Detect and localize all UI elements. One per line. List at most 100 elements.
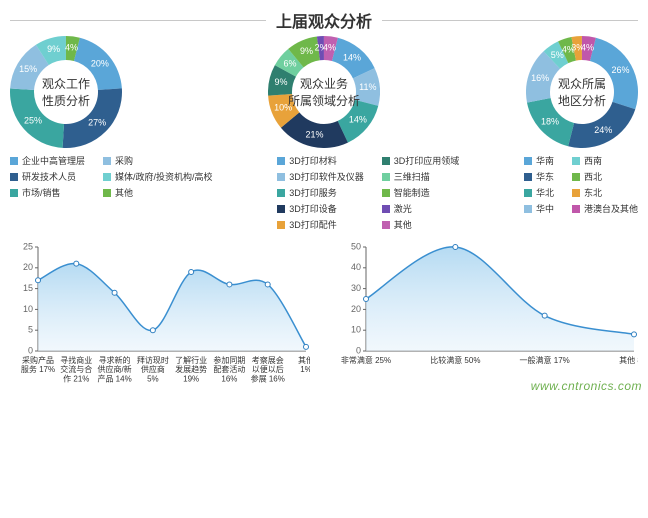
legend-swatch <box>382 189 390 197</box>
legend-item: 智能制造 <box>382 186 460 199</box>
donut-chart-business-field: 14%11%14%21%10%9%6%9%2%4%观众业务 所属领域分析 <box>268 36 380 148</box>
legend-label: 3D打印配件 <box>289 218 337 231</box>
donut-slice-label: 11% <box>359 82 376 92</box>
legend-label: 采购 <box>115 154 133 167</box>
donut-slice-label: 25% <box>24 116 42 126</box>
legend-swatch <box>277 205 285 213</box>
legend-item: 华北 <box>524 186 554 199</box>
donut-slice-label: 15% <box>19 64 37 74</box>
legend-item: 市场/销售 <box>10 186 85 199</box>
legend-label: 港澳台及其他 <box>584 202 638 215</box>
donut-slice-label: 4% <box>323 43 336 53</box>
area-marker <box>542 313 547 318</box>
legend-item: 东北 <box>572 186 638 199</box>
legend-label: 3D打印设备 <box>289 202 337 215</box>
y-tick-label: 15 <box>23 283 33 293</box>
legend-swatch <box>103 189 111 197</box>
legend-swatch <box>524 157 532 165</box>
legend-swatch <box>277 221 285 229</box>
legend-swatch <box>10 173 18 181</box>
legend-swatch <box>103 157 111 165</box>
donut-slice-label: 18% <box>541 117 559 127</box>
legend-swatch <box>382 205 390 213</box>
y-tick-label: 0 <box>356 345 361 355</box>
x-category-label: 参加同期配套活动16% <box>213 355 245 383</box>
x-category-label: 其他 8% <box>619 355 638 365</box>
watermark: www.cntronics.com <box>531 379 642 393</box>
legend-swatch <box>524 173 532 181</box>
y-tick-label: 50 <box>351 241 361 251</box>
donut-slice-label: 6% <box>284 58 297 68</box>
donut-slice-label: 10% <box>274 103 292 113</box>
area-marker <box>150 328 155 333</box>
legend-region: 华南华东华北华中 西南西北东北港澳台及其他 <box>524 154 638 231</box>
legend-item: 三维扫描 <box>382 170 460 183</box>
donut-slice-label: 16% <box>531 73 549 83</box>
area-marker <box>453 245 458 250</box>
legend-item: 媒体/政府/投资机构/高校 <box>103 170 213 183</box>
legend-label: 激光 <box>394 202 412 215</box>
page-title: 上届观众分析 <box>10 8 638 32</box>
legend-item: 企业中高管理层 <box>10 154 85 167</box>
area-marker <box>189 269 194 274</box>
legend-label: 企业中高管理层 <box>22 154 85 167</box>
legend-item: 华南 <box>524 154 554 167</box>
title-rule-left <box>10 20 266 21</box>
legend-item: 采购 <box>103 154 213 167</box>
legend-swatch <box>524 189 532 197</box>
donut-slice-label: 20% <box>91 58 109 68</box>
legend-label: 研发技术人员 <box>22 170 76 183</box>
area-marker <box>74 261 79 266</box>
y-tick-label: 20 <box>23 262 33 272</box>
legend-item: 3D打印应用领域 <box>382 154 460 167</box>
legend-label: 华中 <box>536 202 554 215</box>
y-tick-label: 0 <box>28 345 33 355</box>
donut-slice-label: 24% <box>594 125 612 135</box>
legend-item: 3D打印服务 <box>277 186 364 199</box>
x-category-label: 非常满意 25% <box>341 355 391 365</box>
legend-label: 三维扫描 <box>394 170 430 183</box>
page-title-text: 上届观众分析 <box>276 8 372 32</box>
donut-slice-label: 27% <box>88 117 106 127</box>
legend-label: 西南 <box>584 154 602 167</box>
legend-swatch <box>572 205 580 213</box>
y-tick-label: 5 <box>28 325 33 335</box>
donut-slice-label: 9% <box>300 46 313 56</box>
legend-item: 其他 <box>103 186 213 199</box>
legend-swatch <box>572 189 580 197</box>
x-category-label: 寻求新的供应商/新产品 14% <box>97 355 131 383</box>
x-category-label: 采购产品服务 17% <box>21 355 55 374</box>
legend-label: 东北 <box>584 186 602 199</box>
legend-swatch <box>10 189 18 197</box>
area-marker <box>265 282 270 287</box>
legend-label: 媒体/政府/投资机构/高校 <box>115 170 213 183</box>
legend-item: 3D打印配件 <box>277 218 364 231</box>
area-chart-visit-purpose: 0510152025采购产品服务 17%寻找商业交流与合作 21%寻求新的供应商… <box>10 241 310 391</box>
legend-label: 华东 <box>536 170 554 183</box>
legend-swatch <box>277 189 285 197</box>
legend-item: 西北 <box>572 170 638 183</box>
legend-label: 市场/销售 <box>22 186 61 199</box>
legend-item: 研发技术人员 <box>10 170 85 183</box>
legend-item: 华东 <box>524 170 554 183</box>
donut-slice-label: 4% <box>581 43 594 53</box>
legend-label: 其他 <box>115 186 133 199</box>
legend-label: 3D打印应用领域 <box>394 154 460 167</box>
y-tick-label: 20 <box>351 304 361 314</box>
area-marker <box>304 344 309 349</box>
legend-label: 3D打印软件及仪器 <box>289 170 364 183</box>
legend-label: 华北 <box>536 186 554 199</box>
legend-item: 华中 <box>524 202 554 215</box>
x-category-label: 一般满意 17% <box>520 355 570 365</box>
area-chart-satisfaction: 01020304050非常满意 25%比较满意 50%一般满意 17%其他 8% <box>338 241 638 391</box>
x-category-label: 其他1% <box>298 355 310 374</box>
donut-slice-label: 14% <box>349 114 367 124</box>
legend-swatch <box>382 157 390 165</box>
legend-item: 激光 <box>382 202 460 215</box>
area-marker <box>36 278 41 283</box>
area-fill <box>366 247 634 351</box>
legend-item: 3D打印设备 <box>277 202 364 215</box>
x-category-label: 拜访现时供应商5% <box>137 355 169 383</box>
legend-item: 其他 <box>382 218 460 231</box>
legend-swatch <box>103 173 111 181</box>
